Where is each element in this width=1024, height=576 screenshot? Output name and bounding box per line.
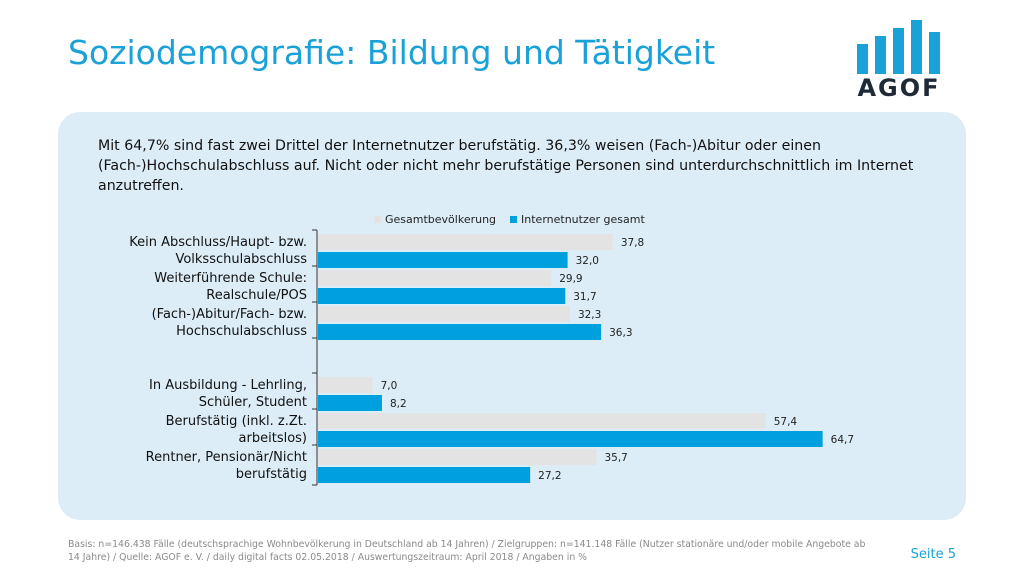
footer-source: Basis: n=146.438 Fälle (deutschsprachige… xyxy=(68,539,866,563)
bar-gesamtbevoelkerung xyxy=(318,413,766,429)
agof-logo: AGOF xyxy=(855,18,943,102)
page-number: Seite 5 xyxy=(910,547,956,562)
data-label: 8,2 xyxy=(390,398,407,410)
bar-internetnutzer xyxy=(318,395,382,411)
category-label-line: (Fach-)Abitur/Fach- bzw. xyxy=(152,307,307,322)
legend-item-gesamt: Gesamtbevölkerung xyxy=(374,213,496,226)
data-label: 37,8 xyxy=(621,237,644,249)
data-label: 31,7 xyxy=(573,291,596,303)
category-label: Weiterführende Schule: Realschule/POS xyxy=(154,271,307,303)
category-label-line: Schüler, Student xyxy=(199,395,307,410)
data-label: 36,3 xyxy=(609,327,632,339)
data-label: 27,2 xyxy=(538,470,561,482)
bar-gesamtbevoelkerung xyxy=(318,270,552,286)
data-label: 64,7 xyxy=(831,434,854,446)
category-label-line: arbeitslos) xyxy=(239,431,307,446)
legend-item-internet: Internetnutzer gesamt xyxy=(510,213,645,226)
data-label: 7,0 xyxy=(381,380,398,392)
category-label-line: Weiterführende Schule: xyxy=(154,271,307,286)
bar-internetnutzer xyxy=(318,252,568,268)
bar-gesamtbevoelkerung xyxy=(318,377,373,393)
category-label-line: In Ausbildung - Lehrling, xyxy=(149,378,307,393)
logo-wordmark: AGOF xyxy=(857,74,941,102)
data-label: 32,0 xyxy=(576,255,599,267)
category-label-line: Kein Abschluss/Haupt- bzw. xyxy=(129,235,307,250)
category-label-line: Realschule/POS xyxy=(206,288,307,303)
bar-gesamtbevoelkerung xyxy=(318,306,570,322)
legend-label-gesamt: Gesamtbevölkerung xyxy=(385,212,497,226)
bar-internetnutzer xyxy=(318,467,531,483)
category-label: Rentner, Pensionär/Nicht berufstätig xyxy=(146,450,307,482)
legend-swatch-gesamt xyxy=(374,215,381,223)
legend-label-internet: Internetnutzer gesamt xyxy=(521,212,645,226)
bar-gesamtbevoelkerung xyxy=(318,449,597,465)
category-label-line: Volksschulabschluss xyxy=(175,252,307,267)
category-label: In Ausbildung - Lehrling, Schüler, Studen… xyxy=(149,378,307,410)
data-label: 32,3 xyxy=(578,309,601,321)
data-label: 29,9 xyxy=(559,273,582,285)
category-label-line: berufstätig xyxy=(236,467,307,482)
category-label-line: Rentner, Pensionär/Nicht xyxy=(146,450,307,465)
data-label: 57,4 xyxy=(774,416,798,428)
legend-swatch-internet xyxy=(510,215,518,223)
bar-gesamtbevoelkerung xyxy=(318,234,613,250)
category-label: Kein Abschluss/Haupt- bzw. Volksschulabsc… xyxy=(129,235,307,267)
data-label: 35,7 xyxy=(604,452,627,464)
category-label-line: Hochschulabschluss xyxy=(176,324,307,339)
page-title: Soziodemografie: Bildung und Tätigkeit xyxy=(68,33,716,72)
bar-internetnutzer xyxy=(318,288,566,304)
bars-logo-icon xyxy=(857,20,940,74)
bar-internetnutzer xyxy=(318,324,602,340)
category-label: Berufstätig (inkl. z.Zt. arbeitslos) xyxy=(166,414,307,446)
category-label: (Fach-)Abitur/Fach- bzw. Hochschulabschlu… xyxy=(152,307,308,339)
chart-legend: Gesamtbevölkerung Internetnutzer gesamt xyxy=(374,211,659,227)
bar-internetnutzer xyxy=(318,431,823,447)
category-label-line: Berufstätig (inkl. z.Zt. xyxy=(166,414,307,429)
summary-text: Mit 64,7% sind fast zwei Drittel der Int… xyxy=(98,138,914,194)
